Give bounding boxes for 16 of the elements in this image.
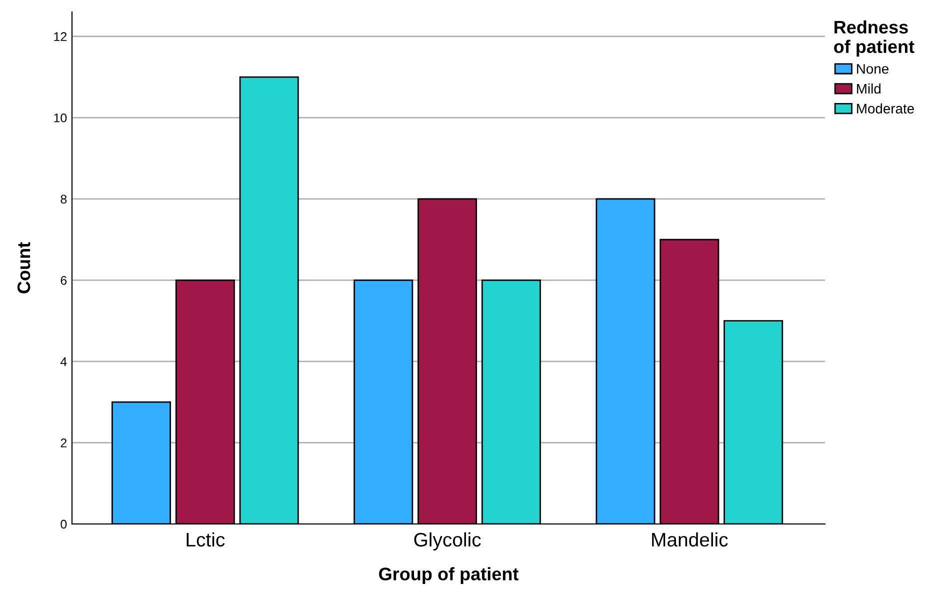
- legend-label: None: [857, 64, 888, 74]
- x-tick-label: Lctic: [186, 532, 225, 547]
- x-tick-label: Glycolic: [414, 532, 481, 550]
- y-tick-label: 8: [60, 194, 67, 204]
- y-tick-label: 2: [60, 438, 67, 448]
- y-tick-label: 10: [54, 113, 67, 122]
- legend-label: Mild: [857, 83, 880, 94]
- y-axis-title: Count: [17, 242, 30, 294]
- y-tick-label: 4: [60, 357, 67, 366]
- legend-title: Redness of patient: [834, 20, 914, 57]
- legend-label: Moderate: [857, 103, 914, 114]
- x-axis-title: Group of patient: [379, 567, 518, 584]
- y-tick-label: 6: [60, 276, 67, 285]
- x-tick-label: Mandelic: [652, 532, 728, 547]
- y-tick-label: 12: [54, 32, 67, 41]
- y-tick-label: 0: [60, 520, 67, 529]
